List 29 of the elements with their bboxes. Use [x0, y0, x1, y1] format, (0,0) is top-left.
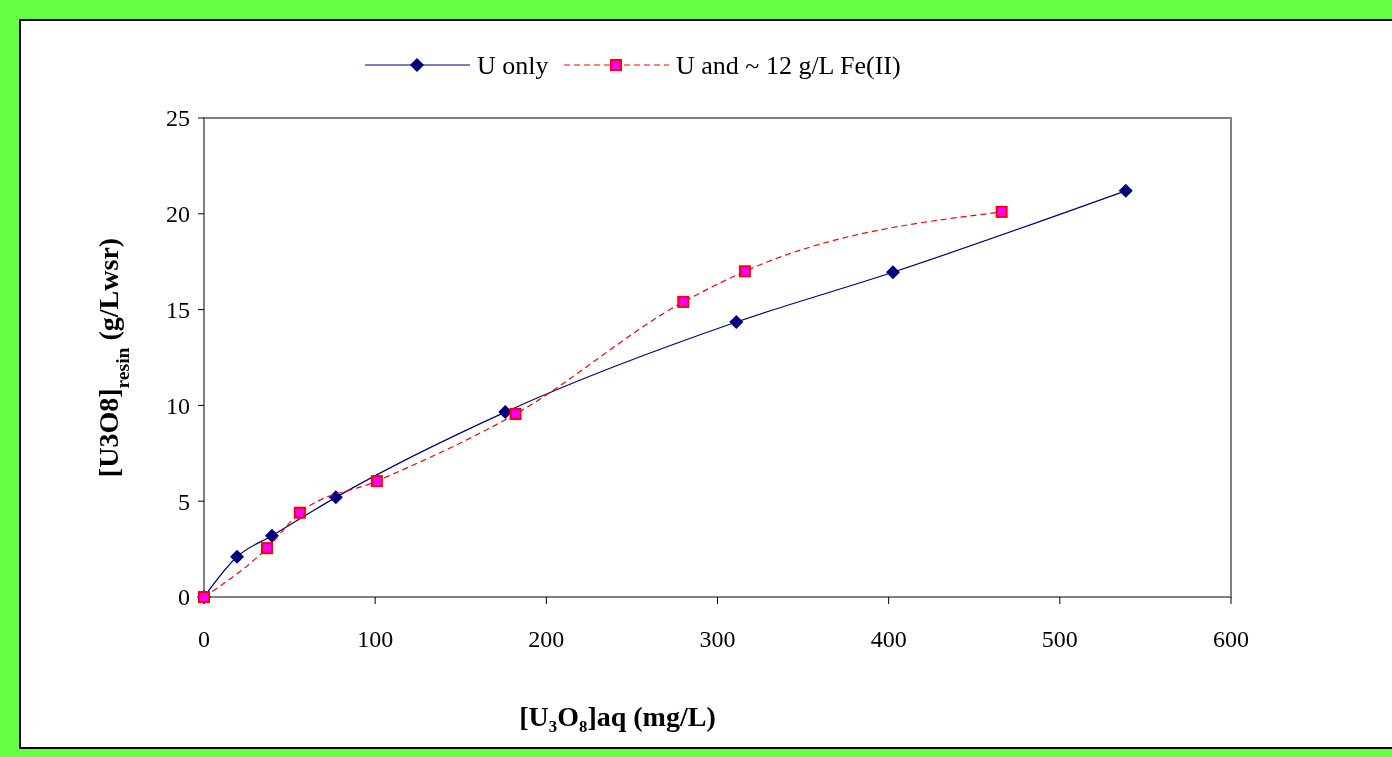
point — [995, 205, 1008, 218]
x-axis-title: [U₃O₈]aq (mg/L) — [519, 701, 716, 732]
point — [370, 475, 383, 488]
legend-label: U and ~ 12 g/L Fe(II) — [676, 51, 901, 81]
point — [293, 506, 306, 519]
point — [509, 408, 522, 421]
y-tick-label: 15 — [166, 297, 190, 323]
point — [328, 490, 343, 505]
legend-label: U only — [477, 51, 549, 81]
point — [230, 549, 245, 564]
point — [677, 295, 690, 308]
point — [885, 265, 900, 280]
y-tick-label: 5 — [178, 488, 190, 515]
point — [1118, 183, 1133, 198]
y-tick-label: 20 — [166, 201, 190, 228]
x-tick-label: 300 — [699, 626, 736, 652]
x-tick-label: 500 — [1041, 626, 1078, 652]
y-tick-label: 25 — [166, 105, 190, 132]
y-tick-label: 10 — [166, 392, 190, 419]
point — [729, 315, 744, 330]
x-tick-label: 200 — [528, 626, 565, 652]
point — [738, 265, 751, 278]
point — [260, 542, 273, 555]
x-tick-label: 0 — [198, 626, 210, 652]
x-tick-label: 600 — [1213, 626, 1249, 652]
y-tick-label: 0 — [178, 584, 190, 611]
point — [264, 528, 279, 543]
x-tick-label: 400 — [870, 626, 907, 652]
x-tick-label: 100 — [357, 626, 394, 652]
